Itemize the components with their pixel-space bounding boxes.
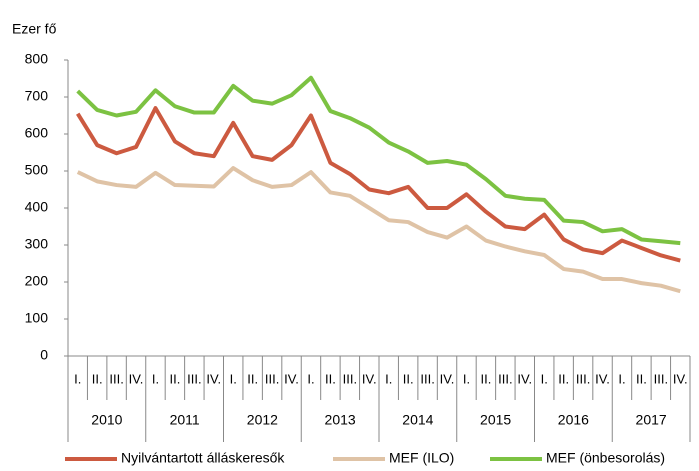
x-tick-label: III.	[654, 371, 668, 386]
x-tick-label: III.	[109, 371, 123, 386]
x-tick-label: IV.	[595, 371, 610, 386]
y-axis-label: Ezer fő	[12, 21, 57, 37]
x-tick-label: I.	[385, 371, 392, 386]
legend-label: MEF (ILO)	[389, 450, 454, 466]
year-label: 2015	[480, 412, 511, 428]
x-tick-label: IV.	[284, 371, 299, 386]
x-tick-label: II.	[247, 371, 258, 386]
x-tick-label: III.	[420, 371, 434, 386]
x-tick-label: II.	[480, 371, 491, 386]
x-tick-label: III.	[576, 371, 590, 386]
x-tick-label: III.	[343, 371, 357, 386]
legend-label: MEF (önbesorolás)	[546, 450, 665, 466]
series-line	[76, 106, 681, 263]
x-tick-label: IV.	[440, 371, 455, 386]
x-tick-label: I.	[152, 371, 159, 386]
x-tick-label: II.	[403, 371, 414, 386]
x-tick-label: IV.	[517, 371, 532, 386]
year-label: 2010	[91, 412, 122, 428]
x-tick-label: IV.	[206, 371, 221, 386]
x-tick-label: II.	[92, 371, 103, 386]
x-tick-label: I.	[230, 371, 237, 386]
year-label: 2012	[247, 412, 278, 428]
y-tick-label: 100	[25, 310, 49, 326]
x-tick-label: IV.	[129, 371, 144, 386]
year-label: 2013	[325, 412, 356, 428]
y-tick-label: 800	[25, 51, 49, 67]
x-tick-label: II.	[558, 371, 569, 386]
year-label: 2014	[402, 412, 433, 428]
x-tick-label: III.	[498, 371, 512, 386]
y-tick-label: 200	[25, 273, 49, 289]
legend-label: Nyilvántartott álláskeresők	[121, 450, 285, 466]
series-line	[76, 166, 681, 294]
x-tick-label: I.	[307, 371, 314, 386]
x-tick-label: IV.	[362, 371, 377, 386]
x-tick-label: I.	[74, 371, 81, 386]
y-tick-label: 0	[40, 347, 48, 363]
y-tick-label: 400	[25, 199, 49, 215]
y-tick-label: 600	[25, 125, 49, 141]
x-tick-label: I.	[541, 371, 548, 386]
y-tick-label: 700	[25, 88, 49, 104]
y-tick-label: 300	[25, 236, 49, 252]
x-tick-label: I.	[618, 371, 625, 386]
x-tick-label: I.	[463, 371, 470, 386]
x-tick-label: II.	[325, 371, 336, 386]
x-tick-label: III.	[187, 371, 201, 386]
year-label: 2011	[170, 412, 200, 428]
y-tick-label: 500	[25, 162, 49, 178]
x-tick-label: IV.	[673, 371, 688, 386]
year-label: 2017	[636, 412, 667, 428]
x-tick-label: II.	[169, 371, 180, 386]
series-line	[76, 75, 681, 246]
year-label: 2016	[558, 412, 589, 428]
x-tick-label: III.	[265, 371, 279, 386]
x-tick-label: II.	[636, 371, 647, 386]
